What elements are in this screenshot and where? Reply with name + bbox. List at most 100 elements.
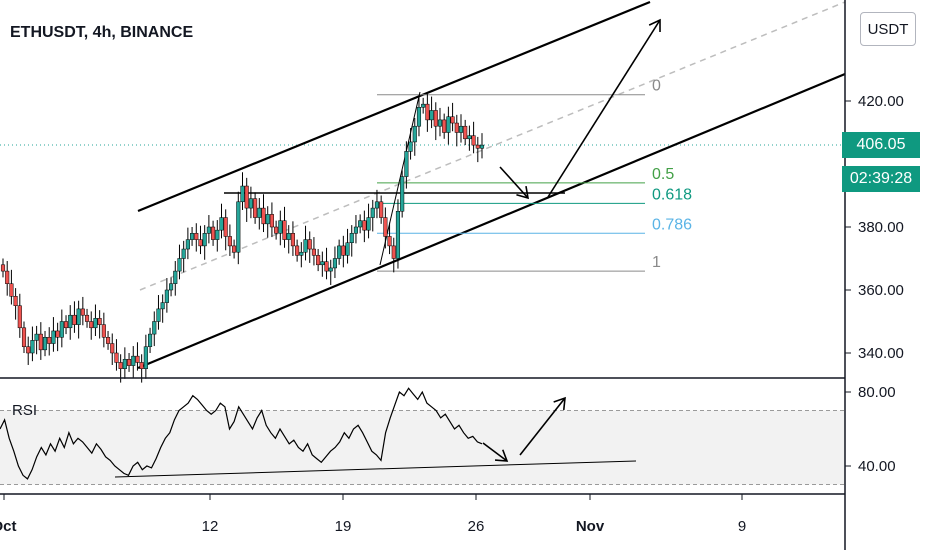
candle-body[interactable] (211, 226, 216, 240)
channel-lower-line[interactable] (137, 72, 846, 370)
candle-body[interactable] (143, 346, 148, 370)
candle-body[interactable] (416, 107, 422, 127)
candle-body[interactable] (362, 220, 367, 231)
candle-body[interactable] (177, 258, 182, 272)
candle-body[interactable] (412, 125, 417, 143)
candle-body[interactable] (290, 233, 295, 247)
candle-body[interactable] (299, 251, 304, 256)
candle-body[interactable] (80, 308, 85, 316)
candle-body[interactable] (295, 245, 300, 256)
candle-body[interactable] (383, 217, 388, 237)
candle-body[interactable] (173, 270, 178, 284)
candle-body[interactable] (181, 248, 186, 259)
candle-body[interactable] (337, 245, 342, 259)
candle-body[interactable] (215, 229, 220, 240)
candle-body[interactable] (374, 201, 380, 209)
candle-body[interactable] (467, 135, 472, 140)
candle-body[interactable] (421, 103, 426, 108)
candle-body[interactable] (442, 119, 447, 133)
candle-body[interactable] (135, 355, 140, 363)
candle-body[interactable] (332, 258, 337, 269)
arrow-down[interactable] (499, 166, 529, 199)
rsi-trend-line[interactable] (114, 460, 637, 478)
candle-body[interactable] (30, 340, 35, 354)
candle-body[interactable] (307, 239, 312, 250)
candle-body[interactable] (97, 318, 102, 325)
candle-body[interactable] (93, 318, 98, 329)
candle-body[interactable] (139, 362, 144, 370)
candle-body[interactable] (63, 321, 69, 329)
candle-body[interactable] (265, 214, 270, 225)
candle-body[interactable] (324, 261, 329, 272)
candle-body[interactable] (400, 176, 405, 212)
candle-body[interactable] (278, 220, 283, 234)
candle-body[interactable] (169, 283, 174, 291)
candle-body[interactable] (286, 233, 291, 240)
candle-body[interactable] (479, 144, 485, 149)
candle-body[interactable] (253, 198, 258, 218)
candle-body[interactable] (433, 110, 438, 127)
candle-body[interactable] (463, 125, 468, 140)
candle-body[interactable] (349, 233, 354, 244)
candle-body[interactable] (110, 343, 115, 354)
candle-body[interactable] (51, 330, 56, 344)
candle-body[interactable] (311, 248, 316, 256)
rsi-line[interactable] (0, 387, 483, 480)
candles[interactable] (0, 94, 485, 383)
candle-body[interactable] (223, 217, 228, 237)
candle-body[interactable] (236, 201, 241, 253)
candle-body[interactable] (84, 314, 90, 322)
candle-body[interactable] (68, 314, 73, 329)
candle-body[interactable] (164, 289, 169, 303)
candle-body[interactable] (437, 119, 443, 127)
candle-body[interactable] (458, 125, 464, 133)
candle-body[interactable] (454, 122, 459, 133)
candle-body[interactable] (366, 217, 371, 231)
candle-body[interactable] (232, 245, 237, 253)
candle-body[interactable] (202, 233, 207, 247)
candle-body[interactable] (261, 207, 266, 225)
candle-body[interactable] (198, 239, 203, 247)
candle-body[interactable] (152, 321, 157, 335)
candle-body[interactable] (34, 333, 39, 341)
candle-body[interactable] (282, 220, 287, 240)
candle-body[interactable] (391, 245, 396, 259)
candle-body[interactable] (320, 261, 325, 266)
candle-body[interactable] (316, 255, 321, 266)
candle-body[interactable] (475, 144, 480, 149)
candle-body[interactable] (328, 267, 333, 272)
channel-upper-line[interactable] (137, 0, 651, 213)
candle-body[interactable] (185, 239, 190, 250)
candle-body[interactable] (358, 220, 363, 228)
candle-body[interactable] (194, 233, 199, 240)
candle-body[interactable] (408, 141, 413, 152)
candle-body[interactable] (72, 314, 77, 325)
candle-body[interactable] (5, 270, 10, 284)
candle-body[interactable] (17, 305, 22, 329)
candle-body[interactable] (395, 211, 401, 259)
candle-body[interactable] (341, 245, 346, 256)
candle-body[interactable] (206, 226, 211, 234)
drawings[interactable]: 0 0.5 0.618 0.786 1 (114, 0, 846, 478)
candle-body[interactable] (47, 337, 52, 344)
candle-body[interactable] (450, 116, 455, 124)
rsi-arrow-down[interactable] (482, 442, 508, 462)
candle-body[interactable] (26, 346, 31, 354)
candle-body[interactable] (9, 283, 14, 297)
candle-body[interactable] (345, 242, 350, 256)
candle-body[interactable] (101, 324, 106, 338)
candle-body[interactable] (55, 330, 60, 338)
candle-body[interactable] (303, 239, 308, 253)
candle-body[interactable] (131, 355, 136, 366)
candle-body[interactable] (59, 321, 64, 338)
rsi-arrow-up[interactable] (519, 397, 566, 456)
candle-body[interactable] (446, 116, 451, 133)
candle-body[interactable] (105, 337, 111, 344)
candle-body[interactable] (370, 207, 375, 218)
candle-body[interactable] (76, 308, 81, 325)
candle-body[interactable] (160, 302, 165, 310)
candle-body[interactable] (274, 226, 279, 234)
candle-body[interactable] (219, 217, 224, 231)
candle-body[interactable] (404, 151, 409, 177)
